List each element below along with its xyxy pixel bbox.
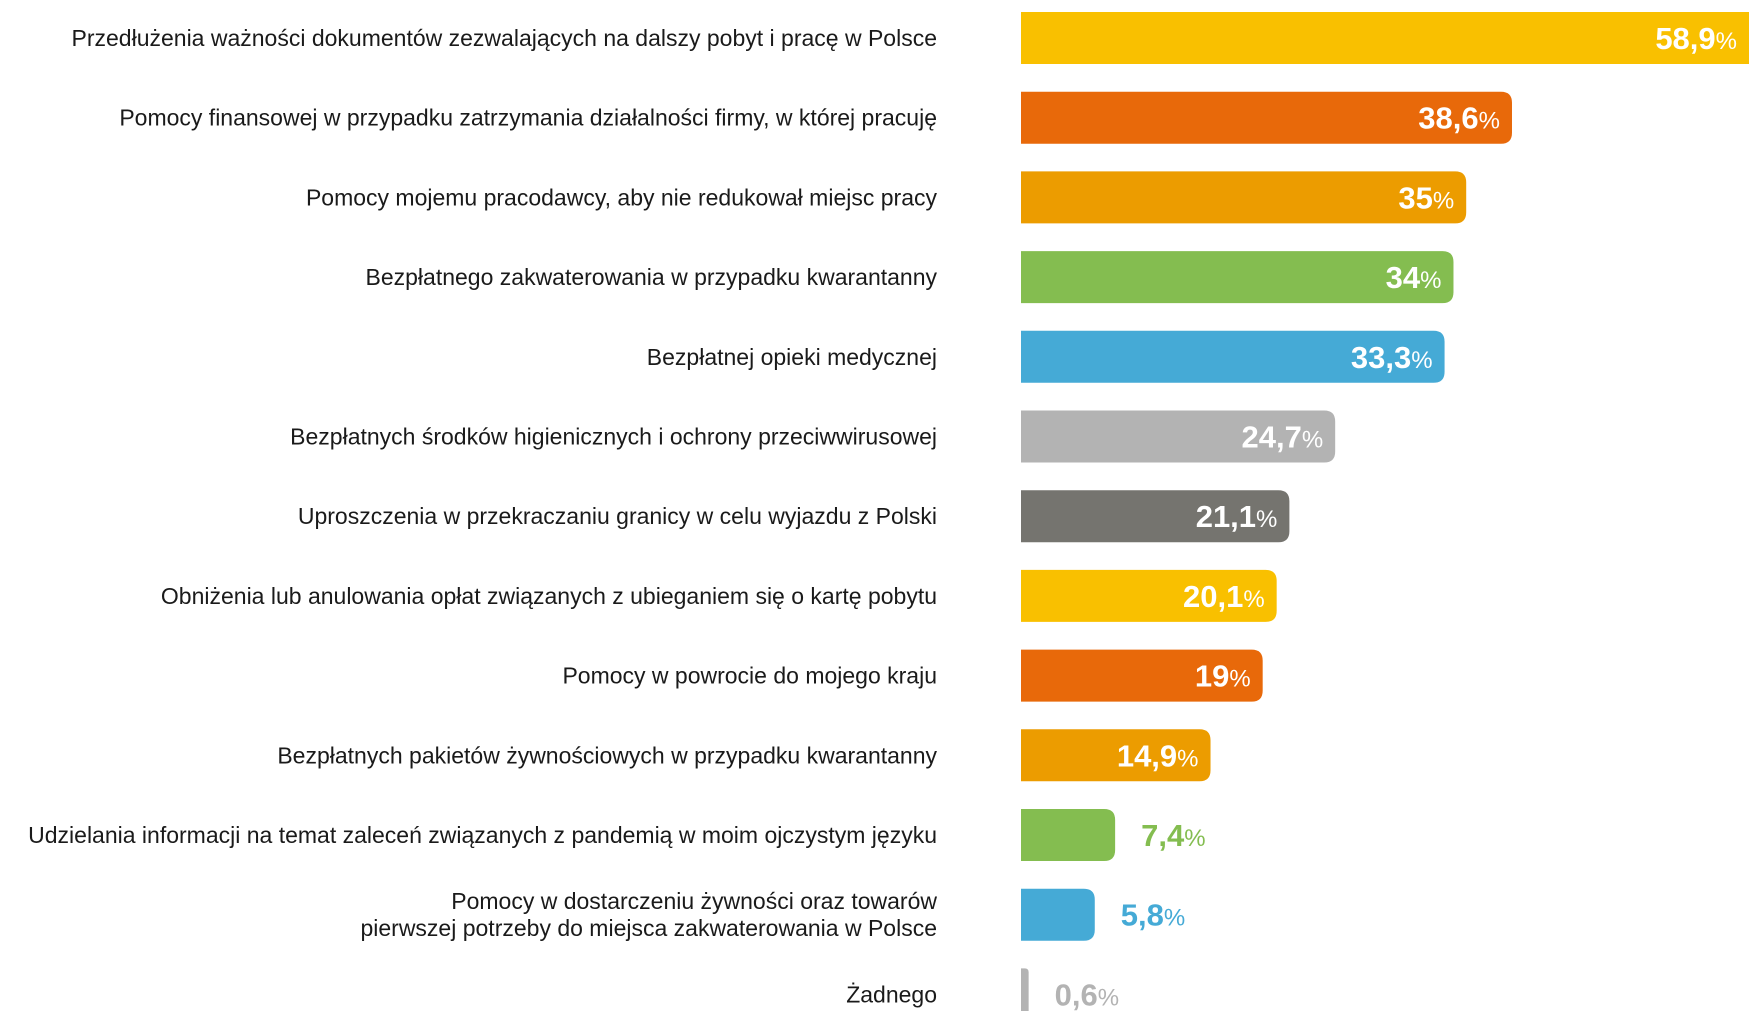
value-label: 35% <box>1398 180 1454 215</box>
value-label: 24,7% <box>1241 420 1323 455</box>
value-label: 58,9% <box>1655 21 1737 56</box>
value-label: 34% <box>1386 260 1442 295</box>
bar <box>1021 12 1749 64</box>
bar <box>1021 888 1095 941</box>
category-label: Udzielania informacji na temat zaleceń z… <box>28 822 937 848</box>
value-label: 5,8% <box>1121 898 1185 933</box>
value-label: 38,6% <box>1418 101 1500 136</box>
category-label: Bezpłatnych środków higienicznych i ochr… <box>290 424 937 450</box>
category-label: Pomocy mojemu pracodawcy, aby nie reduko… <box>306 184 938 210</box>
bar <box>1021 171 1467 224</box>
value-label: 19% <box>1195 659 1251 694</box>
category-label: Przedłużenia ważności dokumentów zezwala… <box>72 25 938 51</box>
bar <box>1021 809 1116 861</box>
category-label: Bezpłatnego zakwaterowania w przypadku k… <box>366 264 938 290</box>
category-label: Bezpłatnych pakietów żywnościowych w prz… <box>277 742 937 768</box>
category-label: Pomocy finansowej w przypadku zatrzymani… <box>119 105 937 131</box>
bar <box>1021 729 1211 782</box>
bar <box>1021 91 1512 144</box>
category-label: Obniżenia lub anulowania opłat związanyc… <box>161 583 937 609</box>
bar <box>1021 490 1290 543</box>
category-label: Uproszczenia w przekraczaniu granicy w c… <box>298 503 937 529</box>
value-label: 7,4% <box>1141 818 1205 853</box>
value-label: 21,1% <box>1196 499 1278 534</box>
bar <box>1021 649 1263 702</box>
category-label: Pomocy w dostarczeniu żywności oraz towa… <box>360 888 937 941</box>
bar <box>1021 569 1277 622</box>
category-label: Pomocy w powrocie do mojego kraju <box>562 663 937 689</box>
category-label: Bezpłatnej opieki medycznej <box>647 344 937 370</box>
category-label: Żadnego <box>846 981 937 1007</box>
bar <box>1021 330 1445 383</box>
bar <box>1021 968 1029 1011</box>
bar <box>1021 410 1336 463</box>
value-label: 14,9% <box>1117 738 1199 773</box>
value-label: 20,1% <box>1183 579 1265 614</box>
bar <box>1021 251 1454 304</box>
value-label: 33,3% <box>1351 340 1433 375</box>
value-label: 0,6% <box>1055 977 1119 1011</box>
